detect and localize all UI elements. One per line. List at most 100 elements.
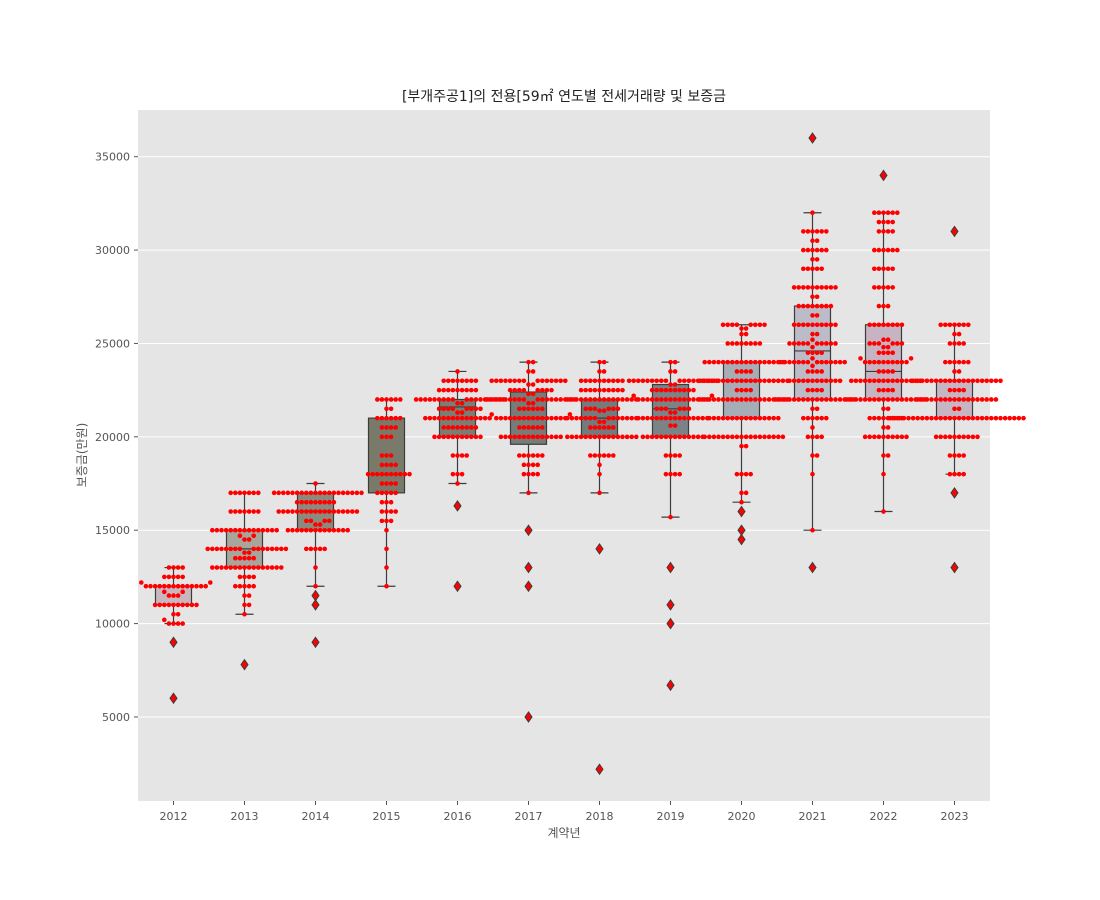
swarm-point [455, 387, 460, 393]
swarm-point [464, 397, 470, 402]
swarm-point [904, 378, 909, 384]
swarm-point [885, 303, 891, 309]
swarm-point [947, 322, 953, 328]
swarm-point [961, 415, 966, 421]
swarm-point [805, 369, 811, 374]
swarm-point [989, 415, 994, 421]
outlier-marker [950, 561, 959, 574]
swarm-point [210, 565, 215, 570]
swarm-point [915, 397, 920, 402]
swarm-point [588, 415, 593, 421]
swarm-point [441, 434, 447, 440]
swarm-point [938, 322, 943, 328]
swarm-point [379, 518, 385, 524]
swarm-point [606, 415, 611, 421]
swarm-point [881, 387, 886, 393]
swarm-point [583, 397, 588, 402]
swarm-point [929, 397, 934, 402]
swarm-point [162, 589, 167, 595]
swarm-point [469, 378, 474, 384]
swarm-point [881, 229, 886, 234]
swarm-point [544, 387, 550, 393]
swarm-point [805, 378, 811, 384]
swarm-point [166, 593, 172, 598]
swarm-point [766, 359, 772, 365]
swarm-point [993, 415, 999, 421]
swarm-point [691, 387, 696, 393]
swarm-point [943, 434, 948, 440]
swarm-point [388, 509, 394, 514]
swarm-point [895, 434, 900, 440]
swarm-point [157, 583, 162, 589]
swarm-point [304, 499, 309, 505]
swarm-point [682, 434, 687, 440]
outlier-marker [950, 486, 959, 499]
swarm-point [659, 415, 664, 421]
swarm-point [379, 509, 385, 514]
swarm-point [260, 565, 266, 570]
swarm-point [801, 229, 806, 234]
swarm-point [659, 406, 664, 412]
swarm-point [601, 387, 607, 393]
swarm-point [597, 453, 602, 458]
swarm-point [379, 425, 385, 430]
swarm-point [872, 266, 877, 272]
swarm-point [771, 359, 776, 365]
swarm-point [427, 397, 433, 402]
swarm-point [171, 621, 176, 626]
swarm-point [757, 397, 763, 402]
swarm-point [810, 369, 815, 374]
swarm-point [446, 378, 451, 384]
swarm-point [530, 400, 536, 406]
swarm-point [553, 378, 559, 384]
swarm-point [943, 322, 948, 328]
swarm-point [624, 415, 630, 421]
swarm-point [503, 434, 508, 440]
swarm-point [801, 322, 806, 328]
swarm-point [611, 434, 616, 440]
swarm-point [473, 425, 479, 430]
swarm-point [350, 509, 355, 514]
swarm-point [265, 527, 270, 533]
swarm-point [601, 434, 607, 440]
swarm-point [885, 425, 891, 430]
swarm-point [251, 546, 256, 552]
swarm-point [450, 415, 456, 421]
swarm-point [947, 415, 953, 421]
swarm-point [801, 303, 806, 309]
swarm-point [432, 415, 437, 421]
swarm-point [824, 415, 829, 421]
swarm-point [563, 378, 568, 384]
swarm-point [162, 602, 167, 608]
swarm-point [597, 408, 602, 413]
swarm-point [858, 378, 863, 384]
outlier-marker [311, 636, 320, 649]
swarm-point [583, 378, 588, 384]
swarm-point [771, 434, 776, 440]
swarm-point [553, 397, 559, 402]
swarm-point [649, 378, 655, 384]
swarm-point [947, 378, 953, 384]
swarm-point [814, 247, 820, 253]
swarm-point [885, 434, 891, 440]
swarm-point [384, 453, 389, 458]
swarm-point [228, 546, 233, 552]
swarm-point [210, 546, 215, 552]
swarm-point [833, 322, 838, 328]
swarm-point [998, 415, 1003, 421]
swarm-point [567, 412, 573, 417]
swarm-point [686, 406, 692, 412]
swarm-point [478, 397, 483, 402]
swarm-point [881, 219, 886, 225]
swarm-point [833, 378, 838, 384]
swarm-point [762, 415, 767, 421]
swarm-point [640, 397, 646, 402]
swarm-point [677, 387, 682, 393]
x-tick-label: 2013 [231, 810, 259, 823]
swarm-point [677, 406, 682, 412]
swarm-point [881, 453, 886, 458]
swarm-point [707, 397, 712, 402]
swarm-point [583, 434, 588, 440]
swarm-point [885, 387, 891, 393]
